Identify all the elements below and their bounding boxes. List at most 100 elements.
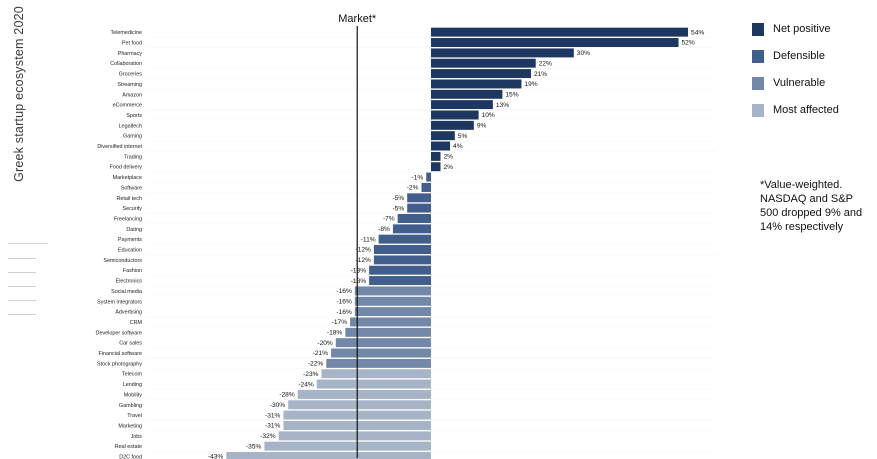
bar	[378, 234, 431, 244]
legend-swatch	[752, 22, 764, 36]
data-label: 21%	[534, 71, 547, 78]
data-label: -7%	[383, 216, 395, 223]
bar	[369, 265, 431, 275]
legend-item-most-affected: Most affected	[752, 103, 839, 117]
category-label: Marketplace	[113, 175, 142, 181]
category-label: Social media	[111, 289, 142, 295]
data-label: -5%	[392, 205, 404, 212]
bar	[369, 276, 431, 286]
data-label: -16%	[336, 309, 352, 316]
category-label: Groceries	[119, 72, 143, 78]
category-label: Security	[123, 206, 143, 212]
bar	[373, 255, 431, 265]
category-label: Travel	[127, 413, 142, 419]
data-label: -31%	[265, 423, 281, 430]
category-label: D2C food	[119, 455, 142, 459]
data-label: -32%	[260, 433, 276, 440]
category-label: Software	[121, 185, 142, 191]
category-label: Streaming	[117, 82, 142, 88]
data-label: -17%	[332, 319, 348, 326]
bar	[407, 203, 431, 213]
data-label: -43%	[208, 454, 224, 459]
data-label: 52%	[682, 40, 695, 47]
category-label: Trading	[124, 154, 142, 160]
data-label: 5%	[458, 133, 468, 140]
bar	[431, 162, 441, 172]
data-label: 15%	[505, 91, 518, 98]
category-label: Amazon	[122, 92, 142, 98]
footnote: *Value-weighted. NASDAQ and S&P 500 drop…	[760, 179, 863, 233]
bar	[431, 131, 455, 141]
bar	[431, 58, 536, 68]
category-label: CRM	[130, 320, 143, 326]
bar	[297, 389, 431, 399]
bar	[326, 358, 431, 368]
legend-label: Most affected	[773, 104, 839, 116]
side-rule	[8, 300, 36, 301]
legend-swatch	[752, 49, 764, 63]
bar	[431, 89, 503, 99]
data-label: -12%	[355, 247, 371, 254]
bar	[431, 38, 679, 48]
category-label: Fashion	[123, 268, 142, 274]
category-label: Pet food	[122, 41, 142, 47]
side-rule	[8, 272, 36, 273]
data-label: -5%	[392, 195, 404, 202]
bar	[354, 307, 431, 317]
market-reference-label: Market*	[338, 13, 377, 25]
bar	[397, 213, 431, 223]
category-label: Dating	[126, 227, 142, 233]
category-label: Advertising	[115, 310, 142, 316]
category-label: Gaming	[123, 134, 142, 140]
data-label: -28%	[279, 392, 295, 399]
data-label: -16%	[336, 288, 352, 295]
side-rule	[8, 243, 48, 244]
category-label: Jobs	[131, 434, 143, 440]
bar	[431, 27, 689, 37]
legend-label: Net positive	[773, 23, 831, 35]
legend-label: Defensible	[773, 50, 825, 62]
category-label: Pharmacy	[118, 51, 143, 57]
data-label: -22%	[308, 361, 324, 368]
category-label: Electronics	[116, 279, 143, 285]
side-rule	[8, 314, 36, 315]
bar	[316, 379, 431, 389]
bar	[264, 441, 431, 451]
side-rule	[8, 286, 36, 287]
bar	[373, 245, 431, 255]
bar	[226, 452, 431, 459]
category-label: Financial software	[99, 351, 142, 357]
data-label: 2%	[444, 154, 454, 161]
data-label: -35%	[246, 443, 262, 450]
legend-swatch	[752, 76, 764, 90]
data-label: -30%	[270, 402, 286, 409]
data-label: -11%	[361, 236, 376, 243]
data-label: 2%	[444, 164, 454, 171]
category-label: Gambling	[119, 403, 142, 409]
data-label: -24%	[298, 381, 314, 388]
data-label: 10%	[482, 112, 495, 119]
data-label: -13%	[351, 267, 367, 274]
bar	[392, 224, 431, 234]
category-label: System integrators	[97, 299, 142, 305]
legend-swatch	[752, 103, 764, 117]
legend-item-defensible: Defensible	[752, 49, 839, 63]
bar	[431, 151, 441, 161]
bar	[431, 120, 474, 130]
category-label: Diversified internet	[97, 144, 142, 150]
data-label: -23%	[303, 371, 319, 378]
category-label: Payments	[118, 237, 142, 243]
data-label: -2%	[407, 185, 419, 192]
data-label: 54%	[691, 29, 704, 36]
category-label: Legaltech	[119, 123, 142, 129]
category-label: Retail tech	[117, 196, 142, 202]
bar	[421, 182, 431, 192]
category-label: Mobility	[124, 392, 143, 398]
bar	[431, 110, 479, 120]
data-label: 4%	[453, 143, 463, 150]
data-label: -12%	[355, 257, 371, 264]
side-rule	[8, 258, 36, 259]
bar	[345, 327, 431, 337]
bar	[354, 296, 431, 306]
